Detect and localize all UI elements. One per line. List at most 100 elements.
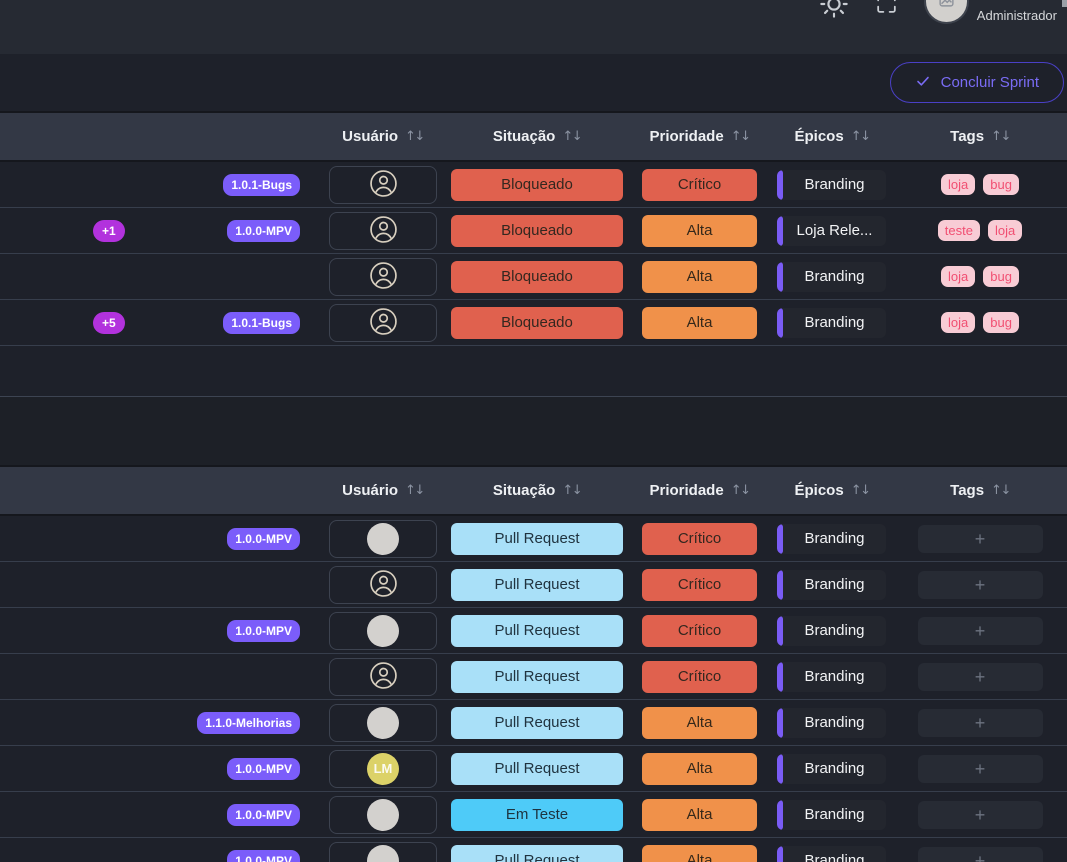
- add-tag-button[interactable]: +: [917, 616, 1043, 645]
- add-tag-button[interactable]: +: [917, 662, 1043, 691]
- status-button[interactable]: Bloqueado: [451, 260, 623, 293]
- priority-button[interactable]: Crítico: [642, 614, 757, 647]
- table-row: 1.0.0-MPV LM Pull Request Alta Branding +: [0, 746, 1067, 792]
- priority-button[interactable]: Alta: [642, 844, 757, 862]
- epic-chip[interactable]: Branding: [777, 261, 886, 292]
- column-label: Épicos: [794, 482, 844, 499]
- assignee-button[interactable]: [329, 703, 437, 742]
- status-cell: Pull Request: [446, 522, 628, 555]
- assignee-button[interactable]: [329, 519, 437, 558]
- column-header-epicos[interactable]: Épicos ↑↓: [771, 128, 893, 145]
- priority-button[interactable]: Alta: [642, 306, 757, 339]
- topbar-actions: Administrador: [818, 0, 1057, 23]
- more-count-badge[interactable]: +1: [93, 219, 125, 242]
- assignee-button[interactable]: [329, 211, 437, 250]
- theme-toggle-button[interactable]: [818, 0, 850, 23]
- add-tag-button[interactable]: +: [917, 570, 1043, 599]
- tag-chip: bug: [983, 266, 1019, 287]
- column-label: Usuário: [342, 482, 399, 499]
- column-header-situacao[interactable]: Situação ↑↓: [446, 128, 628, 145]
- assignee-button[interactable]: [329, 565, 437, 604]
- epic-label: Branding: [804, 622, 865, 639]
- epic-cell: Branding: [771, 569, 893, 600]
- task-name-cell: 1.1.0-Melhorias: [0, 711, 320, 734]
- assignee-avatar: [367, 798, 399, 831]
- epic-chip[interactable]: Branding: [777, 569, 886, 600]
- epic-chip[interactable]: Branding: [777, 523, 886, 554]
- column-header-tags[interactable]: Tags ↑↓: [893, 482, 1067, 499]
- fullscreen-button[interactable]: [874, 0, 899, 19]
- status-button[interactable]: Bloqueado: [451, 306, 623, 339]
- priority-button[interactable]: Alta: [642, 214, 757, 247]
- add-tag-button[interactable]: +: [917, 524, 1043, 553]
- assignee-button[interactable]: [329, 657, 437, 696]
- priority-button[interactable]: Alta: [642, 752, 757, 785]
- status-cell: Bloqueado: [446, 168, 628, 201]
- priority-cell: Alta: [628, 260, 771, 293]
- status-cell: Pull Request: [446, 706, 628, 739]
- add-tag-button[interactable]: +: [917, 800, 1043, 829]
- tag-chip: bug: [983, 312, 1019, 333]
- priority-button[interactable]: Crítico: [642, 568, 757, 601]
- status-cell: Bloqueado: [446, 306, 628, 339]
- task-name-cell: +1 1.0.0-MPV: [0, 219, 320, 242]
- status-button[interactable]: Bloqueado: [451, 214, 623, 247]
- assignee-button[interactable]: LM: [329, 749, 437, 788]
- status-button[interactable]: Bloqueado: [451, 168, 623, 201]
- epic-color-bar: [777, 799, 783, 830]
- priority-button[interactable]: Alta: [642, 706, 757, 739]
- status-button[interactable]: Pull Request: [451, 844, 623, 862]
- add-tag-button[interactable]: +: [917, 846, 1043, 862]
- more-count-badge[interactable]: +5: [93, 311, 125, 334]
- priority-button[interactable]: Crítico: [642, 522, 757, 555]
- status-button[interactable]: Em Teste: [451, 798, 623, 831]
- conclude-sprint-button[interactable]: Concluir Sprint: [889, 62, 1064, 103]
- scrollbar-thumb[interactable]: [1062, 0, 1067, 7]
- epic-chip[interactable]: Branding: [777, 799, 886, 830]
- column-label: Situação: [492, 128, 556, 145]
- version-badge: 1.0.0-MPV: [227, 527, 300, 550]
- assignee-button[interactable]: [329, 795, 437, 834]
- tags-cell: loja bug: [893, 174, 1067, 195]
- status-button[interactable]: Pull Request: [451, 614, 623, 647]
- epic-chip[interactable]: Branding: [777, 845, 886, 862]
- epic-chip[interactable]: Branding: [777, 661, 886, 692]
- status-button[interactable]: Pull Request: [451, 568, 623, 601]
- column-header-situacao[interactable]: Situação ↑↓: [446, 482, 628, 499]
- epic-chip[interactable]: Branding: [777, 707, 886, 738]
- assignee-button[interactable]: [329, 257, 437, 296]
- epic-chip[interactable]: Loja Rele...: [777, 215, 886, 246]
- column-header-prioridade[interactable]: Prioridade ↑↓: [628, 482, 771, 499]
- epic-chip[interactable]: Branding: [777, 615, 886, 646]
- assignee-button[interactable]: [329, 841, 437, 862]
- assignee-button[interactable]: [329, 303, 437, 342]
- status-button[interactable]: Pull Request: [451, 752, 623, 785]
- column-header-usuario[interactable]: Usuário ↑↓: [320, 128, 446, 145]
- priority-button[interactable]: Alta: [642, 260, 757, 293]
- add-tag-button[interactable]: +: [917, 754, 1043, 783]
- epic-chip[interactable]: Branding: [777, 307, 886, 338]
- epic-color-bar: [777, 169, 783, 200]
- priority-button[interactable]: Alta: [642, 798, 757, 831]
- column-header-usuario[interactable]: Usuário ↑↓: [320, 482, 446, 499]
- sun-icon: [818, 0, 850, 23]
- column-header-tags[interactable]: Tags ↑↓: [893, 128, 1067, 145]
- status-button[interactable]: Pull Request: [451, 522, 623, 555]
- epic-chip[interactable]: Branding: [777, 753, 886, 784]
- priority-button[interactable]: Crítico: [642, 660, 757, 693]
- assignee-button[interactable]: [329, 165, 437, 204]
- status-button[interactable]: Pull Request: [451, 706, 623, 739]
- priority-button[interactable]: Crítico: [642, 168, 757, 201]
- column-header-epicos[interactable]: Épicos ↑↓: [771, 482, 893, 499]
- add-tag-button[interactable]: +: [917, 708, 1043, 737]
- assignee-avatar-initials: LM: [367, 752, 399, 785]
- column-header-prioridade[interactable]: Prioridade ↑↓: [628, 128, 771, 145]
- column-label: Prioridade: [649, 128, 724, 145]
- sort-icon: ↑↓: [850, 129, 871, 144]
- user-menu[interactable]: Administrador: [925, 0, 1057, 23]
- assignee-button[interactable]: [329, 611, 437, 650]
- status-button[interactable]: Pull Request: [451, 660, 623, 693]
- assignee-avatar: [367, 614, 399, 647]
- column-label: Usuário: [342, 128, 399, 145]
- epic-chip[interactable]: Branding: [777, 169, 886, 200]
